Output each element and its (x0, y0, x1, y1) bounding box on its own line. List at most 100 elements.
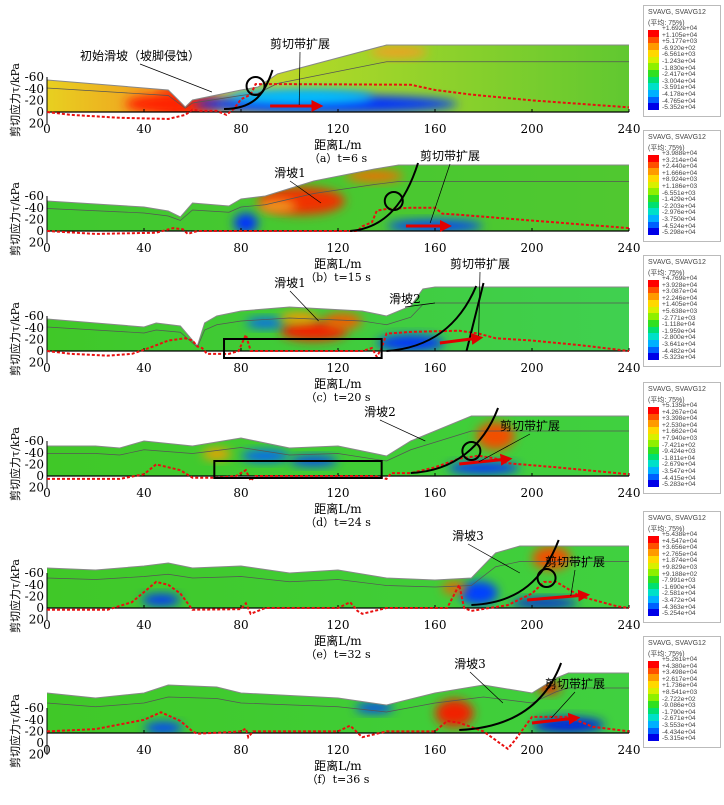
legend-value: +1.666e+04 (662, 169, 698, 177)
x-tick-label: 200 (521, 122, 544, 136)
legend-value: +4.380e+04 (662, 662, 698, 670)
colorbar-swatch (648, 542, 659, 550)
annotation-label: 滑坡3 (452, 529, 484, 543)
y-tick-label: 20 (29, 117, 44, 131)
x-tick-label: 40 (136, 618, 151, 632)
slip-surface (459, 662, 563, 731)
x-tick-label: 40 (136, 122, 151, 136)
colorbar-swatch (648, 333, 659, 341)
contour-blob (144, 722, 183, 733)
legend-value: +3.214e+04 (662, 156, 698, 164)
layer-boundary (47, 430, 629, 462)
colorbar-swatch (648, 313, 659, 321)
color-legend: SVAVG, SVAVG12 (平均: 75%) +1.692e+04 +1.10… (643, 5, 721, 117)
shear-zone-circle (536, 568, 557, 588)
shear-stress-curve (46, 206, 630, 236)
y-tick-label: 0 (36, 224, 44, 238)
annotation-leader (139, 63, 213, 93)
x-tick-label: 200 (521, 241, 544, 255)
x-tick-label: 240 (618, 361, 640, 375)
y-axis-label: 剪切应力τ/kPa (8, 694, 22, 768)
legend-value: +8.541e+03 (662, 688, 698, 696)
legend-value: -4.765e+04 (662, 97, 696, 105)
legend-value: +2.617e+04 (662, 675, 698, 683)
colorbar-swatch (648, 320, 659, 327)
color-legend: SVAVG, SVAVG12 (平均: 75%) +5.261e+04 +4.38… (643, 636, 721, 748)
y-axis-label: 剪切应力τ/kPa (8, 559, 22, 633)
x-tick-label: 120 (327, 122, 350, 136)
x-axis-label: 距离L/m (314, 501, 362, 516)
legend-colorbar (648, 407, 659, 488)
legend-value: -3.547e+04 (662, 467, 696, 475)
x-tick-label: 80 (233, 361, 248, 375)
x-tick-label: 0 (43, 618, 51, 632)
x-tick-label: 240 (618, 486, 640, 500)
legend-value: +4.267e+04 (662, 408, 698, 416)
ground-surface (46, 164, 629, 218)
x-tick-label: 200 (521, 743, 544, 757)
legend-value: +2.530e+04 (662, 421, 698, 429)
y-tick-label: 0 (36, 105, 44, 119)
legend-value: +5.438e+04 (662, 531, 698, 538)
legend-value: -3.004e+04 (662, 77, 696, 85)
colorbar-swatch (648, 433, 659, 441)
y-tick-label: -40 (25, 201, 44, 215)
y-tick-label: 0 (36, 344, 44, 358)
legend-value: -6.561e+03 (662, 51, 696, 59)
colorbar-swatch (648, 353, 659, 361)
y-axis-label: 剪切应力τ/kPa (8, 63, 22, 137)
legend-value: -5.298e+04 (662, 229, 696, 237)
legend-subtitle: (平均: 75%) (648, 397, 685, 404)
legend-value: -1.118e+04 (662, 321, 696, 329)
x-tick-label: 120 (327, 241, 350, 255)
y-tick-label: 0 (36, 469, 44, 483)
panel-caption: （a）t=6 s (309, 152, 368, 165)
contour-blob (323, 313, 363, 329)
legend-value: -5.283e+04 (662, 481, 696, 489)
annotation-label: 剪切带扩展 (545, 676, 605, 691)
y-tick-label: -60 (25, 189, 44, 203)
legend-value: -3.750e+04 (662, 215, 696, 223)
colorbar-swatch (648, 286, 659, 294)
legend-value: -4.482e+04 (662, 347, 696, 355)
y-tick-label: -60 (25, 434, 44, 448)
panel-b: 0 40 80 120 160 200 240-60-40-20020剪切应力τ/kPa距离… (8, 148, 640, 284)
y-tick-label: -20 (25, 212, 44, 226)
x-tick-label: 0 (43, 122, 51, 136)
colorbar-swatch (648, 536, 659, 543)
colorbar-swatch (648, 473, 659, 481)
x-tick-label: 0 (43, 241, 51, 255)
legend-value: -7.991e+03 (662, 577, 696, 585)
colorbar-swatch (648, 420, 659, 428)
legend-value: -3.472e+04 (662, 596, 696, 604)
contour-blob (377, 335, 445, 351)
annotation-label: 滑坡3 (454, 657, 486, 671)
x-tick-label: 40 (136, 743, 151, 757)
colorbar-swatch (648, 467, 659, 474)
annotation-label: 滑坡2 (364, 405, 396, 419)
legend-colorbar (648, 155, 659, 236)
ground-surface (46, 44, 629, 108)
panel-d: 0 40 80 120 160 200 240-60-40-20020剪切应力τ/kPa距离… (8, 405, 640, 529)
colorbar-swatch (648, 306, 659, 314)
panel-caption: （f）t=36 s (307, 773, 370, 786)
x-tick-label: 200 (521, 486, 544, 500)
colorbar-swatch (648, 687, 659, 695)
x-tick-label: 160 (424, 743, 447, 757)
x-axis-label: 距离L/m (314, 137, 362, 152)
legend-value: -1.690e+04 (662, 583, 696, 591)
colorbar-swatch (648, 63, 659, 71)
legend-title: SVAVG, SVAVG12 (648, 134, 706, 141)
legend-value: -9.424e+03 (662, 448, 696, 456)
legend-value: +3.498e+04 (662, 669, 698, 677)
x-tick-label: 0 (43, 486, 51, 500)
colorbar-swatch (648, 609, 659, 617)
colorbar-swatch (648, 427, 659, 434)
colorbar-swatch (648, 602, 659, 610)
legend-value: +1.662e+04 (662, 428, 698, 436)
legend-value: +4.769e+04 (662, 275, 698, 282)
legend-title: SVAVG, SVAVG12 (648, 259, 706, 266)
x-tick-label: 0 (43, 361, 51, 375)
colorbar-swatch (648, 480, 659, 488)
